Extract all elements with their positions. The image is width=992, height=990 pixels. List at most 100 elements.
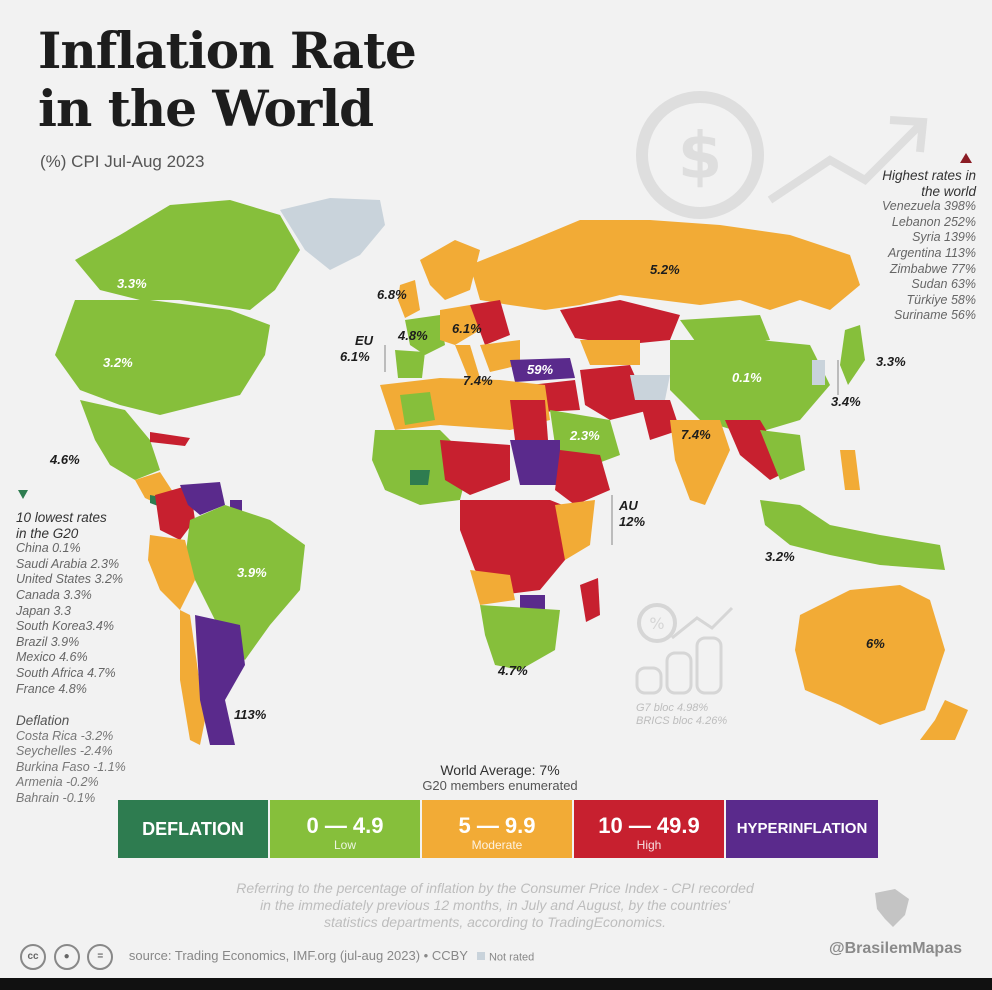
region-greenland xyxy=(280,198,385,270)
label-saudi: 2.3% xyxy=(570,428,600,443)
title-line-2: in the World xyxy=(38,79,374,138)
footnote-line-1: Referring to the percentage of inflation… xyxy=(236,880,754,896)
label-italy: 7.4% xyxy=(463,373,493,388)
region-japan xyxy=(840,325,865,385)
legend-low-range: 0 — 4.9 xyxy=(306,813,384,838)
world-average-block: World Average: 7% G20 members enumerated xyxy=(380,762,620,794)
label-germany: 6.1% xyxy=(452,321,482,336)
g20-note: G20 members enumerated xyxy=(422,778,578,793)
region-new-zealand xyxy=(920,700,968,740)
region-france xyxy=(405,315,445,355)
region-korea xyxy=(812,360,825,385)
label-india: 7.4% xyxy=(681,427,711,442)
label-canada: 3.3% xyxy=(117,276,147,291)
region-balkans xyxy=(480,340,520,372)
list-item: Brazil 3.9% xyxy=(16,634,80,649)
list-item: Venezuela 398% xyxy=(881,199,976,214)
label-usa: 3.2% xyxy=(103,355,133,370)
region-china xyxy=(670,340,830,435)
region-sudan xyxy=(510,440,560,485)
label-korea: 3.4% xyxy=(831,394,861,409)
label-brazil: 3.9% xyxy=(237,565,267,580)
brasil-logo-icon xyxy=(875,889,909,927)
legend-low: 0 — 4.9 Low xyxy=(270,800,420,858)
region-kazakhstan xyxy=(560,300,680,345)
lowest-heading-1: 10 lowest rates xyxy=(16,510,107,525)
region-pakistan xyxy=(640,400,680,440)
highest-rates-list: Highest rates in the world Venezuela 398… xyxy=(882,168,976,324)
region-central-africa xyxy=(460,500,575,595)
region-australia xyxy=(795,585,945,725)
label-mexico: 4.6% xyxy=(50,452,80,467)
region-algeria-green xyxy=(400,392,435,425)
label-eu: EU xyxy=(355,333,374,348)
source-text: source: Trading Economics, IMF.org (jul-… xyxy=(128,948,468,964)
footer: cc ● = source: Trading Economics, IMF.or… xyxy=(20,944,534,970)
region-uk xyxy=(398,280,420,318)
equals-icon: = xyxy=(87,944,114,970)
region-east-europe xyxy=(470,300,510,345)
bottom-bar xyxy=(0,978,992,990)
deflation-list: Deflation Costa Rica -3.2% Seychelles -2… xyxy=(16,713,126,807)
brics-bloc: BRICS bloc 4.26% xyxy=(636,715,728,727)
region-italy xyxy=(455,345,480,382)
not-rated-label: Not rated xyxy=(488,951,535,964)
legend-moderate: 5 — 9.9 Moderate xyxy=(422,800,572,858)
region-mexico xyxy=(80,400,160,480)
lowest-rates-list: 10 lowest rates in the G20 China 0.1% Sa… xyxy=(16,510,123,697)
list-item: Canada 3.3% xyxy=(16,587,92,602)
label-uk: 6.8% xyxy=(377,287,407,302)
label-south-africa: 4.7% xyxy=(498,663,528,678)
list-item: Japan 3.3 xyxy=(16,603,71,618)
list-item: China 0.1% xyxy=(16,541,81,556)
down-triangle-icon xyxy=(18,490,28,499)
region-venezuela xyxy=(180,482,225,515)
label-indonesia: 3.2% xyxy=(765,549,795,564)
by-icon: ● xyxy=(53,944,80,970)
list-item: Costa Rica -3.2% xyxy=(16,728,114,743)
legend-moderate-range: 5 — 9.9 xyxy=(458,813,536,838)
region-brazil xyxy=(185,505,305,660)
svg-text:%: % xyxy=(649,614,664,633)
coins-icon: % xyxy=(635,603,734,695)
list-item: Seychelles -2.4% xyxy=(16,744,113,759)
region-myanmar xyxy=(725,420,790,480)
list-item: Armenia -0.2% xyxy=(16,775,99,790)
region-canada xyxy=(75,200,300,310)
label-argentina: 113% xyxy=(234,707,267,722)
cc-icon: cc xyxy=(20,944,46,970)
legend-high-range: 10 — 49.9 xyxy=(598,813,700,838)
label-eu-value: 6.1% xyxy=(340,349,370,364)
highest-heading-2: the world xyxy=(921,183,976,199)
svg-text:$: $ xyxy=(678,120,723,194)
list-item: Argentina 113% xyxy=(887,245,976,260)
list-item: South Africa 4.7% xyxy=(16,665,116,680)
list-item: Sudan 63% xyxy=(911,277,976,292)
list-item: Zimbabwe 77% xyxy=(889,261,976,276)
region-uzbek xyxy=(580,340,640,365)
footnote: Referring to the percentage of inflation… xyxy=(180,880,810,931)
region-ethiopia xyxy=(555,450,610,505)
label-australia: 6% xyxy=(866,636,885,651)
lowest-heading-2: in the G20 xyxy=(16,525,79,541)
region-russia xyxy=(470,220,860,310)
list-item: South Korea3.4% xyxy=(16,619,114,634)
list-item: Saudi Arabia 2.3% xyxy=(16,556,120,571)
bloc-rates: G7 bloc 4.98% BRICS bloc 4.26% xyxy=(636,702,727,728)
region-cuba xyxy=(150,432,190,446)
label-russia: 5.2% xyxy=(650,262,680,277)
world-average: World Average: 7% xyxy=(440,762,560,778)
region-burkina xyxy=(410,470,430,485)
list-item: Lebanon 252% xyxy=(891,214,976,229)
legend-deflation: DEFLATION xyxy=(118,800,268,858)
region-afghanistan xyxy=(630,375,670,400)
region-chile xyxy=(180,610,205,745)
legend-high: 10 — 49.9 High xyxy=(574,800,724,858)
list-item: Mexico 4.6% xyxy=(16,650,88,665)
list-item: United States 3.2% xyxy=(16,572,124,587)
credit: @BrasilemMapas xyxy=(829,940,962,957)
list-item: Bahrain -0.1% xyxy=(16,790,96,805)
subtitle: (%) CPI Jul-Aug 2023 xyxy=(40,152,205,171)
list-item: Burkina Faso -1.1% xyxy=(16,759,126,774)
